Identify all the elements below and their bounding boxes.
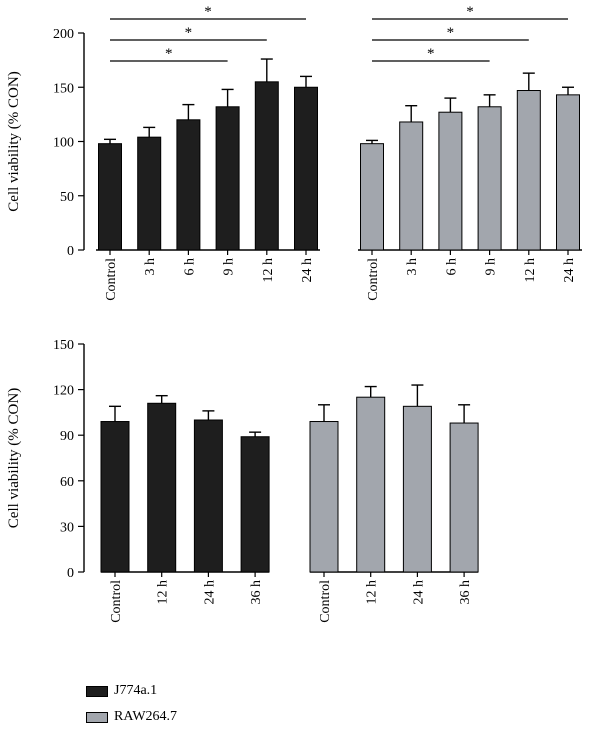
chart1-y-tick-label-150: 150 bbox=[53, 81, 74, 96]
chart2-y-label: Cell viability (% CON) bbox=[6, 388, 22, 528]
chart1-j774a-1-bar-3-h bbox=[137, 136, 162, 251]
chart2-y-tick-label-90: 90 bbox=[60, 429, 74, 444]
legend-label-j774a1: J774a.1 bbox=[114, 683, 158, 698]
chart1-j774a-1-significance-star-9-h: * bbox=[165, 46, 173, 62]
chart1-raw264-7-bar-3-h bbox=[399, 121, 424, 251]
legend-swatch-raw2647 bbox=[86, 711, 108, 723]
chart1-raw264-7-significance-star-12-h: * bbox=[447, 25, 455, 41]
legend-item-j774a1: J774a.1 bbox=[86, 682, 177, 700]
chart1-j774a-1-bar-control bbox=[98, 143, 122, 251]
chart1-y-tick-label-200: 200 bbox=[53, 27, 74, 42]
chart1-raw264-7-category-label-6-h: 6 h bbox=[444, 258, 459, 276]
chart1-raw264-7-bar-control bbox=[360, 143, 384, 251]
chart1-y-tick-label-0: 0 bbox=[67, 244, 74, 259]
chart1-j774a-1-category-label-9-h: 9 h bbox=[222, 258, 237, 276]
chart2-raw264-7-category-label-24-h: 24 h bbox=[411, 580, 426, 605]
legend: J774a.1 RAW264.7 bbox=[86, 682, 177, 734]
chart1-j774a-1-bar-9-h bbox=[215, 106, 240, 251]
chart1-raw264-7-bar-6-h bbox=[438, 111, 463, 251]
chart2-j774a-1-category-label-12-h: 12 h bbox=[156, 580, 171, 605]
chart1-j774a-1-significance-star-24-h: * bbox=[204, 4, 212, 20]
chart1-j774a-1-category-label-3-h: 3 h bbox=[143, 258, 158, 276]
chart1-y-tick-label-50: 50 bbox=[60, 190, 74, 205]
chart2-raw264-7-bar-24-h bbox=[402, 405, 432, 573]
legend-swatch-j774a1 bbox=[86, 685, 108, 697]
chart2-y-tick-label-0: 0 bbox=[67, 566, 74, 581]
chart1-j774a-1-significance-star-12-h: * bbox=[185, 25, 193, 41]
chart1-raw264-7-category-label-12-h: 12 h bbox=[523, 258, 538, 283]
chart1-j774a-1-bar-12-h bbox=[254, 81, 279, 251]
chart2-raw264-7-bar-36-h bbox=[449, 422, 479, 573]
chart2-raw264-7-bar-12-h bbox=[356, 396, 386, 573]
chart2-raw264-7-category-label-12-h: 12 h bbox=[365, 580, 380, 605]
chart1-j774a-1-category-label-24-h: 24 h bbox=[300, 258, 315, 283]
chart2-y-tick-label-150: 150 bbox=[53, 338, 74, 353]
chart2-j774a-1-bar-36-h bbox=[240, 436, 270, 573]
chart2-raw264-7-category-label-control: Control bbox=[318, 580, 333, 623]
chart2-j774a-1-category-label-control: Control bbox=[109, 580, 124, 623]
chart1-j774a-1-bar-6-h bbox=[176, 119, 201, 251]
chart1-raw264-7-bar-9-h bbox=[477, 106, 502, 251]
chart2-y-tick-label-120: 120 bbox=[53, 384, 74, 399]
chart1-raw264-7-significance-star-24-h: * bbox=[466, 4, 474, 20]
chart2-j774a-1-category-label-24-h: 24 h bbox=[202, 580, 217, 605]
chart1-raw264-7-category-label-3-h: 3 h bbox=[405, 258, 420, 276]
chart1-j774a-1-category-label-control: Control bbox=[104, 258, 119, 301]
chart-canvas: 0 50 100 150 200 Cell viability (% CON) Contro… bbox=[6, 4, 582, 623]
chart2-y-tick-label-30: 30 bbox=[60, 520, 74, 535]
chart1-y-label: Cell viability (% CON) bbox=[6, 71, 22, 211]
chart1-raw264-7-category-label-24-h: 24 h bbox=[562, 258, 577, 283]
chart2-j774a-1-bar-12-h bbox=[147, 402, 177, 573]
legend-item-raw2647: RAW264.7 bbox=[86, 708, 177, 726]
chart1-j774a-1-bar-24-h bbox=[294, 86, 318, 251]
chart1-j774a-1-category-label-6-h: 6 h bbox=[182, 258, 197, 276]
chart1-y-tick-label-100: 100 bbox=[53, 136, 74, 151]
chart2-raw264-7-category-label-36-h: 36 h bbox=[458, 580, 473, 605]
chart1-raw264-7-category-label-9-h: 9 h bbox=[484, 258, 499, 276]
chart2-y-tick-label-60: 60 bbox=[60, 475, 74, 490]
chart1-raw264-7-significance-star-9-h: * bbox=[427, 46, 435, 62]
legend-label-raw2647: RAW264.7 bbox=[114, 709, 178, 724]
chart1-raw264-7-bar-12-h bbox=[516, 90, 541, 251]
chart1-raw264-7-category-label-control: Control bbox=[366, 258, 381, 301]
chart2-j774a-1-bar-control bbox=[100, 421, 130, 573]
chart2-j774a-1-category-label-36-h: 36 h bbox=[249, 580, 264, 605]
chart1-raw264-7-bar-24-h bbox=[556, 94, 580, 251]
chart2-j774a-1-bar-24-h bbox=[193, 419, 223, 573]
chart2-raw264-7-bar-control bbox=[309, 421, 339, 573]
chart1-j774a-1-category-label-12-h: 12 h bbox=[261, 258, 276, 283]
